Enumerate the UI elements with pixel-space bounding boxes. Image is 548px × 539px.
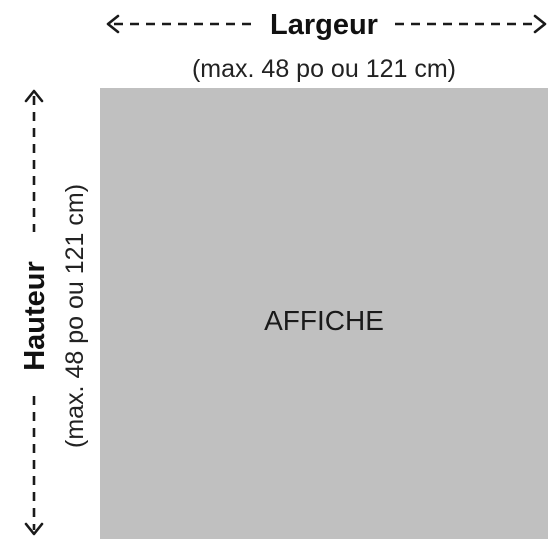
width-arrow-left-icon bbox=[106, 14, 120, 34]
height-arrow-up-icon bbox=[24, 89, 44, 103]
poster-area bbox=[100, 88, 548, 539]
width-limit: (max. 48 po ou 121 cm) bbox=[192, 55, 456, 83]
height-limit: (max. 48 po ou 121 cm) bbox=[61, 184, 89, 448]
height-arrow-down-icon bbox=[24, 522, 44, 536]
width-label: Largeur bbox=[270, 9, 378, 41]
width-dimension: Largeur (max. 48 po ou 121 cm) bbox=[106, 9, 547, 83]
height-label: Hauteur bbox=[19, 261, 51, 371]
height-dimension: Hauteur (max. 48 po ou 121 cm) bbox=[19, 89, 89, 536]
poster-label: AFFICHE bbox=[264, 305, 384, 336]
width-arrow-right-icon bbox=[533, 14, 547, 34]
